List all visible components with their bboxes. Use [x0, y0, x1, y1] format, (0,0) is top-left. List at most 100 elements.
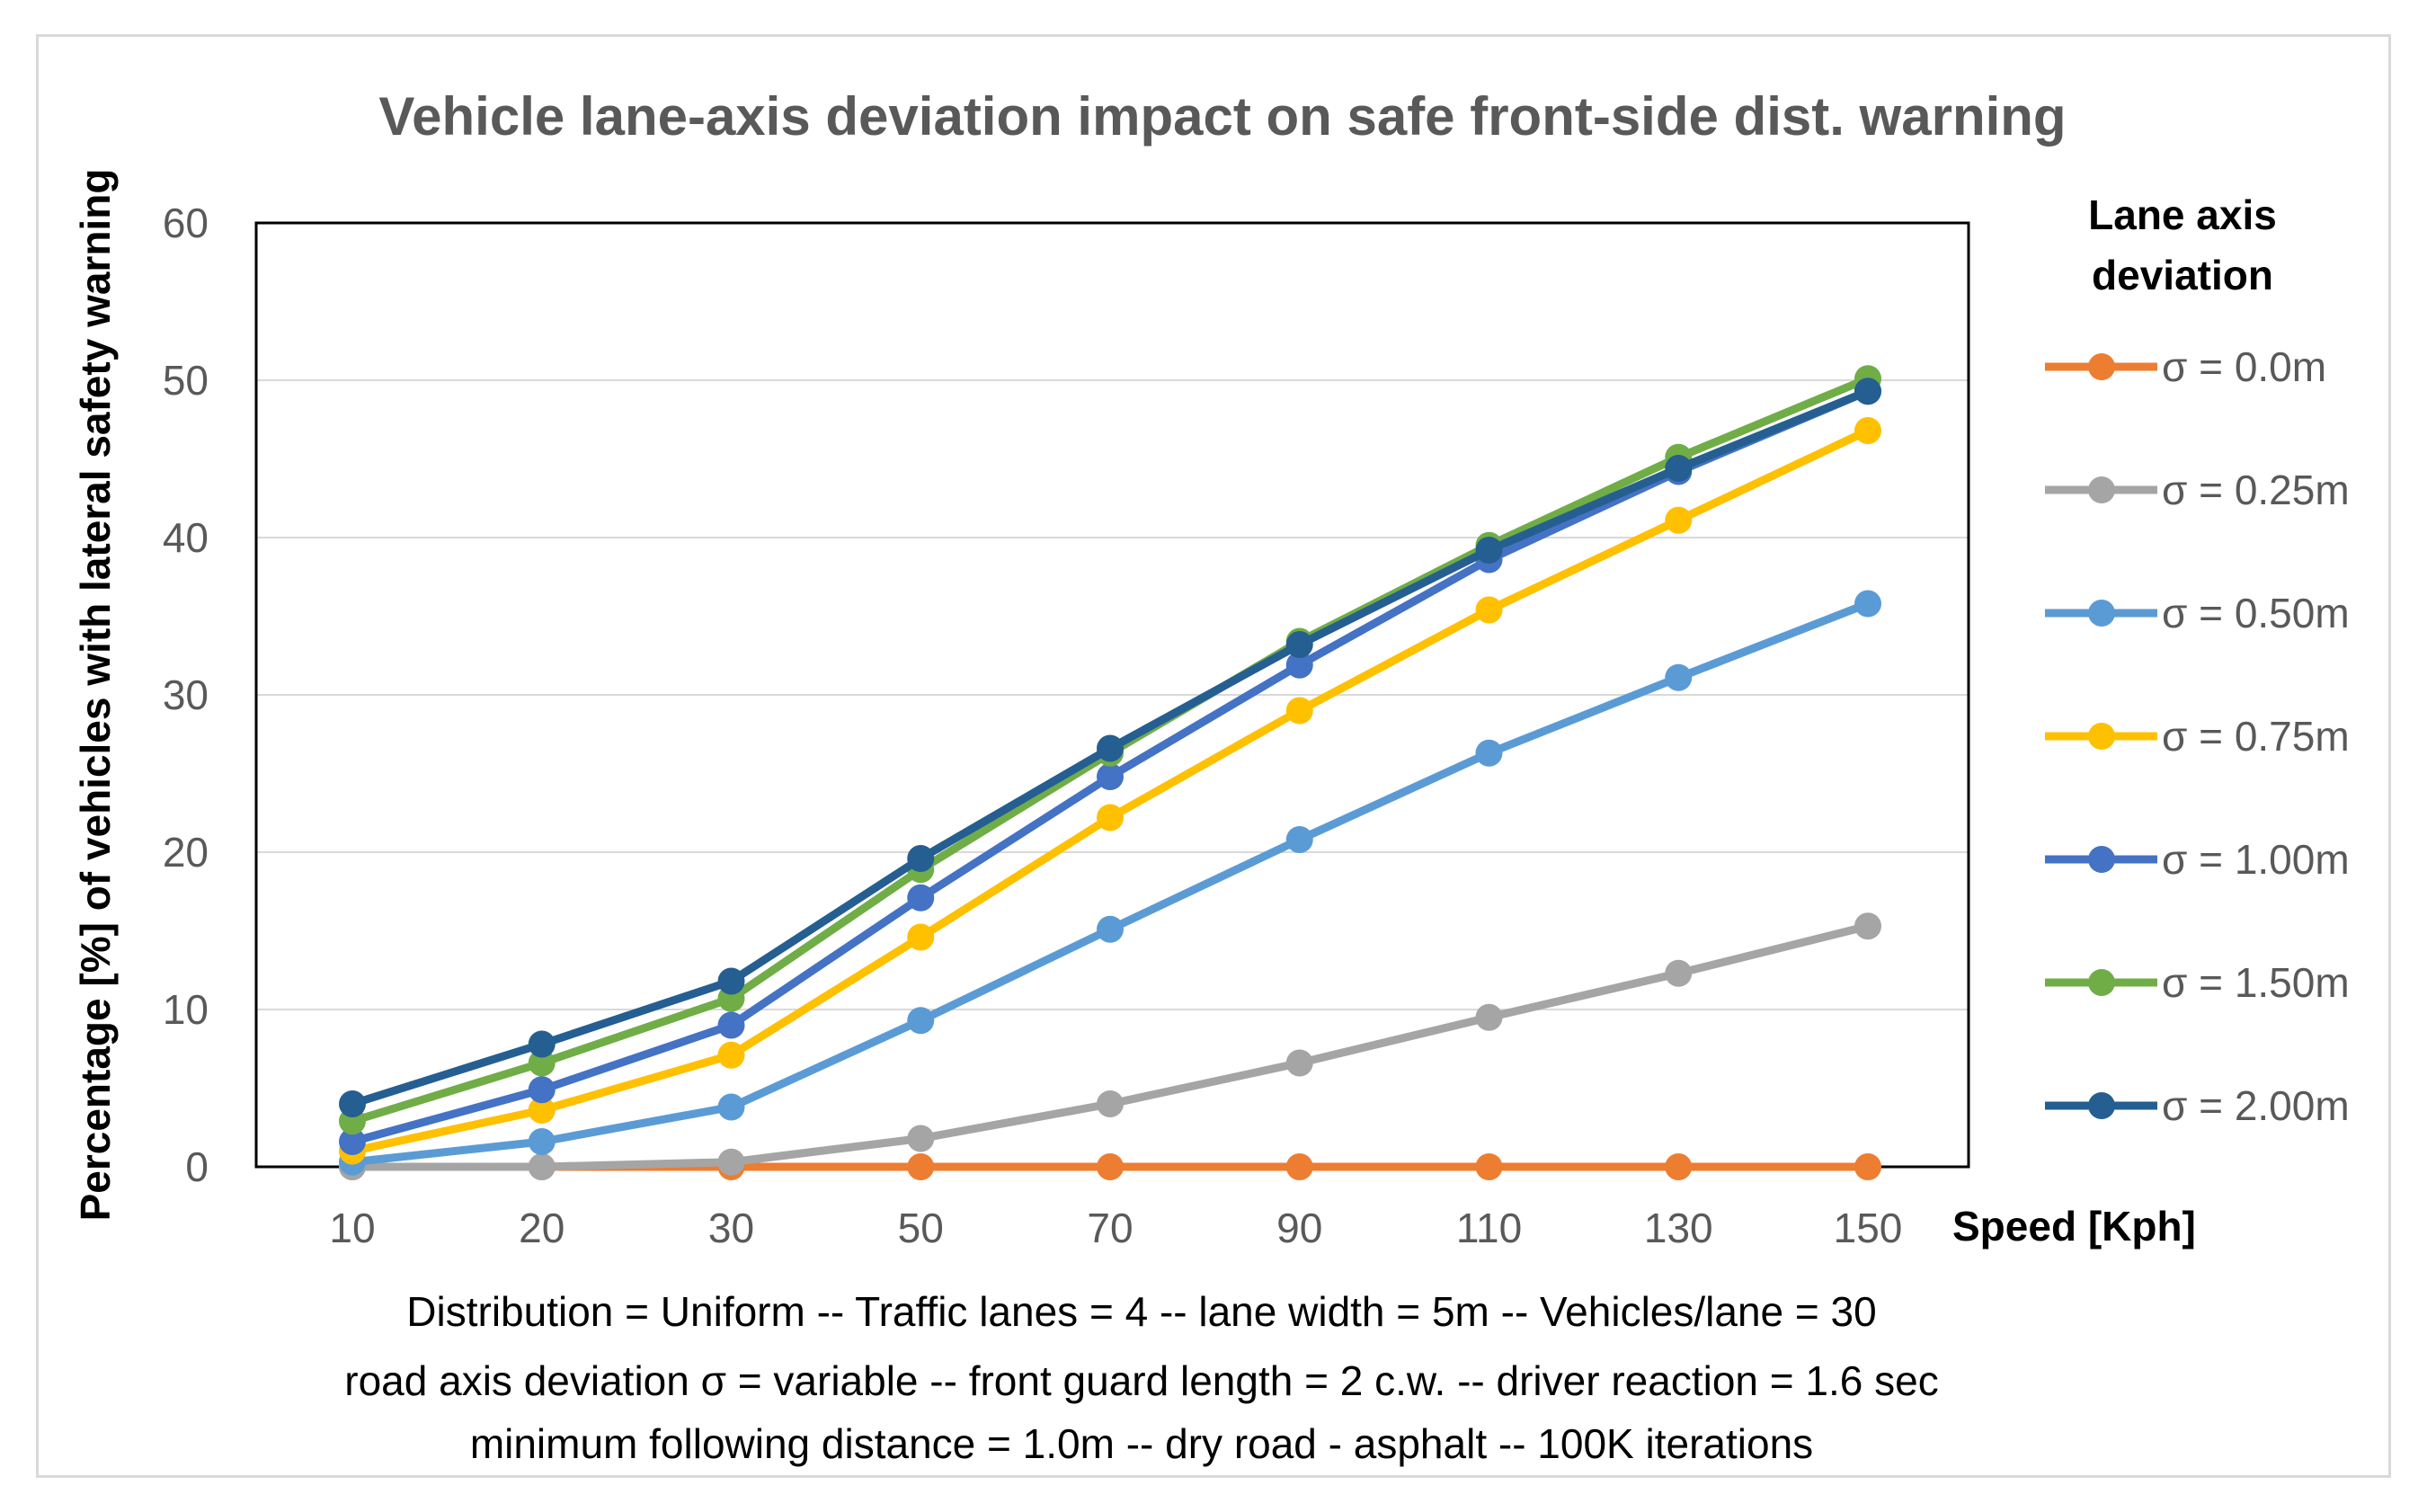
- series-3: [339, 417, 1881, 1165]
- data-point: [907, 884, 935, 912]
- legend-label: σ = 0.0m: [2162, 343, 2326, 390]
- data-point: [1097, 1153, 1124, 1180]
- y-tick-label: 20: [163, 829, 209, 876]
- note-line-1: Distribution = Uniform -- Traffic lanes …: [406, 1288, 1876, 1335]
- data-point: [528, 1076, 556, 1104]
- legend-label: σ = 0.25m: [2162, 467, 2350, 513]
- legend-swatch-marker: [2088, 600, 2115, 627]
- legend: Lane axis deviation σ = 0.0m σ = 0.25m σ =…: [2045, 191, 2350, 1129]
- data-point: [1285, 826, 1313, 853]
- data-point: [1665, 1153, 1693, 1180]
- data-point: [1475, 739, 1503, 767]
- chart-title: Vehicle lane-axis deviation impact on sa…: [378, 86, 2066, 147]
- legend-item: σ = 0.50m: [2045, 590, 2350, 636]
- legend-title-line1: Lane axis: [2088, 191, 2277, 238]
- series-6: [339, 378, 1881, 1117]
- data-point: [717, 1041, 745, 1069]
- x-tick-label: 30: [708, 1205, 754, 1251]
- legend-item: σ = 0.75m: [2045, 713, 2350, 760]
- legend-swatch-marker: [2088, 846, 2115, 873]
- data-point: [339, 1128, 366, 1155]
- legend-swatch-marker: [2088, 476, 2115, 503]
- y-tick-label: 30: [163, 672, 209, 718]
- data-point: [717, 1093, 745, 1121]
- legend-item: σ = 0.0m: [2045, 343, 2326, 390]
- y-tick-label: 10: [163, 986, 209, 1033]
- y-tick-labels: 0 10 20 30 40 50 60: [163, 200, 209, 1190]
- data-point: [1665, 663, 1693, 691]
- data-point: [717, 1148, 745, 1176]
- data-point: [717, 1011, 745, 1039]
- data-point: [907, 1153, 935, 1180]
- x-tick-label: 50: [898, 1205, 944, 1251]
- data-point: [1854, 1153, 1881, 1180]
- note-line-3: minimum following distance = 1.0m -- dry…: [470, 1420, 1813, 1467]
- data-point: [1097, 763, 1124, 790]
- data-point: [1285, 651, 1313, 679]
- data-point: [1097, 734, 1124, 762]
- legend-swatch-marker: [2088, 1092, 2115, 1119]
- legend-swatch-marker: [2088, 353, 2115, 380]
- series-2: [339, 590, 1881, 1176]
- data-point: [1665, 455, 1693, 482]
- data-point: [528, 1128, 556, 1155]
- legend-swatch-marker: [2088, 969, 2115, 996]
- note-line-2: road axis deviation σ = variable -- fron…: [344, 1357, 1938, 1404]
- x-tick-label: 70: [1087, 1205, 1133, 1251]
- data-point: [1285, 1049, 1313, 1077]
- legend-title-line2: deviation: [2092, 252, 2273, 298]
- x-tick-label: 130: [1644, 1205, 1713, 1251]
- data-point: [339, 1090, 366, 1117]
- data-point: [907, 845, 935, 872]
- data-point: [1097, 915, 1124, 943]
- legend-label: σ = 0.75m: [2162, 713, 2350, 760]
- data-point: [1665, 959, 1693, 987]
- series-lines: [339, 365, 1881, 1180]
- data-point: [528, 1049, 556, 1077]
- legend-item: σ = 0.25m: [2045, 467, 2350, 513]
- y-tick-label: 0: [185, 1143, 209, 1190]
- data-point: [1285, 697, 1313, 725]
- y-tick-label: 60: [163, 200, 209, 246]
- data-point: [1854, 378, 1881, 405]
- x-tick-label: 150: [1834, 1205, 1903, 1251]
- y-tick-label: 40: [163, 514, 209, 561]
- legend-item: σ = 1.50m: [2045, 959, 2350, 1006]
- data-point: [907, 1007, 935, 1035]
- x-tick-label: 20: [519, 1205, 565, 1251]
- x-tick-label: 90: [1276, 1205, 1322, 1251]
- legend-label: σ = 0.50m: [2162, 590, 2350, 636]
- legend-item: σ = 1.00m: [2045, 836, 2350, 883]
- chart-notes: Distribution = Uniform -- Traffic lanes …: [344, 1288, 1938, 1467]
- legend-swatch-marker: [2088, 723, 2115, 750]
- data-point: [528, 1153, 556, 1180]
- data-point: [1475, 596, 1503, 624]
- data-point: [1285, 631, 1313, 658]
- data-point: [1854, 912, 1881, 940]
- x-tick-label: 110: [1456, 1205, 1522, 1251]
- legend-label: σ = 1.00m: [2162, 836, 2350, 883]
- legend-label: σ = 2.00m: [2162, 1082, 2350, 1129]
- data-point: [717, 967, 745, 995]
- data-point: [1475, 1153, 1503, 1180]
- legend-label: σ = 1.50m: [2162, 959, 2350, 1006]
- y-tick-label: 50: [163, 357, 209, 404]
- data-point: [1475, 537, 1503, 564]
- data-point: [528, 1097, 556, 1124]
- data-point: [1097, 804, 1124, 832]
- data-point: [907, 923, 935, 951]
- series-line: [351, 426, 1870, 1155]
- data-point: [528, 1030, 556, 1058]
- data-point: [1854, 590, 1881, 618]
- x-tick-labels: 10 20 30 50 70 90 110 130 150: [329, 1205, 1902, 1251]
- data-point: [1475, 1003, 1503, 1031]
- data-point: [907, 1125, 935, 1152]
- x-tick-label: 10: [329, 1205, 375, 1251]
- y-axis-title: Percentage [%] of vehicles with lateral …: [72, 169, 119, 1222]
- data-point: [1285, 1153, 1313, 1180]
- x-axis-title: Speed [Kph]: [1952, 1203, 2196, 1250]
- data-point: [1665, 506, 1693, 534]
- data-point: [1097, 1090, 1124, 1117]
- legend-item: σ = 2.00m: [2045, 1082, 2350, 1129]
